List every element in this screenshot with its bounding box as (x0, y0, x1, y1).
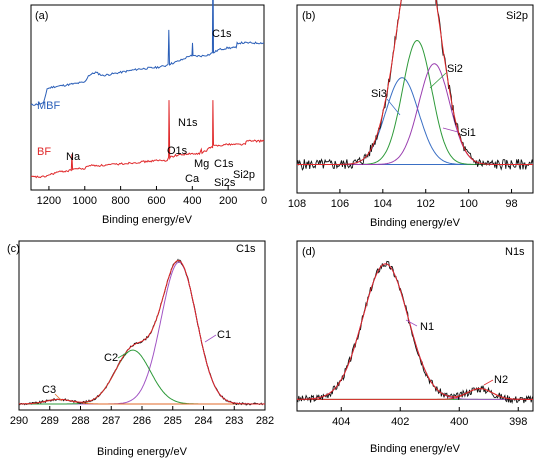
panel-a-frame (30, 4, 265, 191)
x-tick-label: 282 (256, 415, 274, 427)
na-peak-label: Na (66, 151, 81, 163)
x-tick-label: 283 (225, 415, 243, 427)
x-tick-label: 290 (10, 415, 28, 427)
x-tick-label: 102 (417, 198, 435, 210)
x-tick-label: 108 (288, 198, 306, 210)
panel-d-n1s: (d) N1s 404 402 400 398 N1 N2 Binding energ… (296, 240, 534, 455)
panel-b-si2p: (b) Si2p 108 106 104 102 100 98 Si3 Si2 Si1 B… (288, 0, 534, 229)
panel-c-c1s: (c) C1s 290 289 288 287 286 285 284 283 282 C1 C… (7, 240, 274, 458)
series-line-mbf (30, 0, 265, 106)
panel-d-xlabel: Binding energy/eV (370, 443, 461, 455)
c1s-peak-label-bf: C1s (214, 158, 234, 170)
component-curve-si2 (297, 39, 533, 165)
mg-peak-label: Mg (194, 158, 209, 170)
panel-b-title: Si2p (506, 10, 528, 22)
panel-b-frame (296, 4, 534, 194)
panel-c-title: C1s (236, 243, 256, 255)
x-tick-label: 400 (183, 195, 201, 207)
fit-envelope-line (297, 0, 533, 165)
x-tick-label: 400 (450, 416, 468, 428)
si2s-peak-label: Si2s (214, 177, 236, 189)
c3-component-label: C3 (42, 384, 56, 396)
si2-component-label: Si2 (447, 63, 463, 75)
si2p-peak-label: Si2p (233, 169, 255, 181)
panel-b-label: (b) (302, 10, 315, 22)
x-tick-label: 600 (147, 195, 165, 207)
series-line-bf (30, 100, 265, 179)
x-tick-label: 402 (391, 416, 409, 428)
panel-d-label: (d) (302, 246, 315, 258)
c1s-peak-label-mbf: C1s (212, 28, 232, 40)
panel-a-survey: (a) 1200 1000 800 600 400 200 0 C1s MBF N1s O1… (30, 0, 267, 226)
x-tick-label: 0 (261, 195, 267, 207)
x-tick-label: 287 (102, 415, 120, 427)
c1-component-label: C1 (217, 329, 231, 341)
panel-b-xlabel: Binding energy/eV (370, 217, 461, 229)
x-tick-label: 106 (331, 198, 349, 210)
component-curve-si1 (297, 63, 533, 165)
si1-component-label: Si1 (460, 127, 476, 139)
component-curve-si3 (297, 77, 533, 165)
ca-peak-label: Ca (185, 173, 200, 185)
x-tick-label: 404 (332, 416, 350, 428)
raw-spectrum-line (296, 0, 534, 171)
n1s-peak-label: N1s (178, 117, 198, 129)
x-tick-label: 398 (509, 416, 527, 428)
x-tick-label: 98 (505, 198, 517, 210)
legend-bf: BF (37, 146, 51, 158)
raw-spectrum-line (296, 260, 534, 405)
si3-component-label: Si3 (371, 88, 387, 100)
n2-component-label: N2 (494, 374, 508, 386)
x-tick-label: 288 (71, 415, 89, 427)
x-tick-label: 1000 (73, 195, 97, 207)
x-tick-label: 1200 (37, 195, 61, 207)
panel-c-xlabel: Binding energy/eV (97, 446, 188, 458)
legend-mbf: MBF (37, 100, 61, 112)
x-tick-label: 800 (111, 195, 129, 207)
o1s-peak-label: O1s (167, 145, 188, 157)
x-tick-label: 289 (41, 415, 59, 427)
panel-a-xlabel: Binding energy/eV (102, 214, 193, 226)
panel-a-label: (a) (35, 10, 48, 22)
x-tick-label: 286 (133, 415, 151, 427)
x-tick-label: 100 (459, 198, 477, 210)
panel-d-frame (296, 240, 534, 412)
n1-component-label: N1 (420, 321, 434, 333)
fit-envelope-line (297, 263, 533, 400)
panel-c-label: (c) (7, 243, 20, 255)
x-tick-label: 284 (194, 415, 212, 427)
panel-d-title: N1s (505, 246, 525, 258)
x-tick-label: 285 (164, 415, 182, 427)
c2-component-label: C2 (104, 352, 118, 364)
x-tick-label: 200 (219, 195, 237, 207)
x-tick-label: 104 (374, 198, 392, 210)
